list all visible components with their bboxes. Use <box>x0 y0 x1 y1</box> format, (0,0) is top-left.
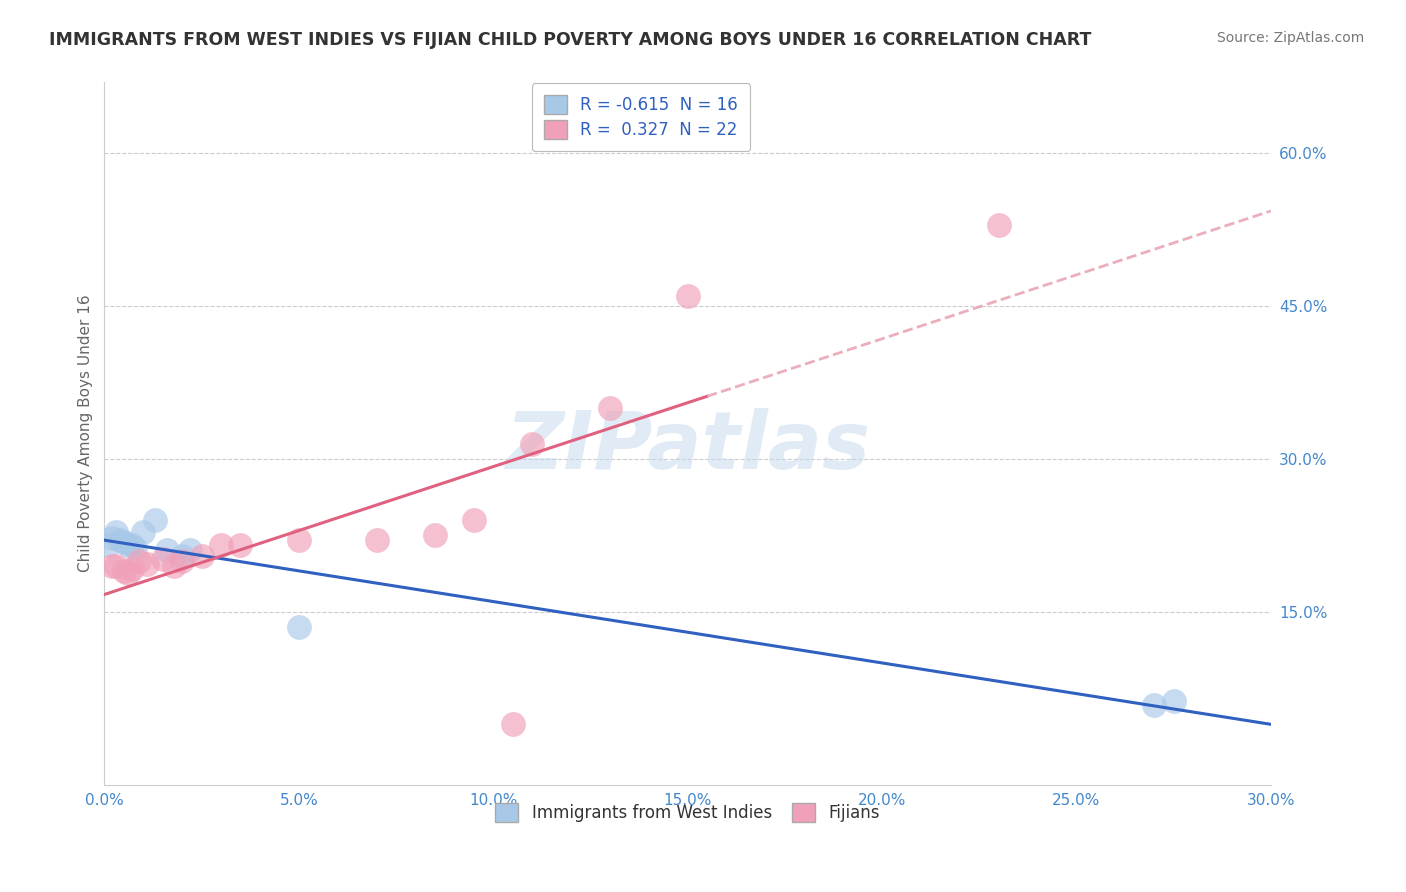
Point <box>288 533 311 548</box>
Point <box>172 549 194 563</box>
Point <box>101 531 124 545</box>
Point <box>676 289 699 303</box>
Point <box>101 558 124 573</box>
Point <box>121 538 143 552</box>
Point <box>152 551 174 566</box>
Point <box>136 557 159 571</box>
Text: Source: ZipAtlas.com: Source: ZipAtlas.com <box>1216 31 1364 45</box>
Text: ZIPatlas: ZIPatlas <box>505 409 870 486</box>
Point <box>190 549 212 563</box>
Point <box>1143 698 1166 713</box>
Point <box>117 566 139 580</box>
Point <box>288 620 311 634</box>
Point <box>366 533 388 548</box>
Point <box>143 513 166 527</box>
Text: IMMIGRANTS FROM WEST INDIES VS FIJIAN CHILD POVERTY AMONG BOYS UNDER 16 CORRELAT: IMMIGRANTS FROM WEST INDIES VS FIJIAN CH… <box>49 31 1091 49</box>
Point <box>423 528 446 542</box>
Point <box>209 538 232 552</box>
Point <box>124 541 146 556</box>
Point <box>163 558 186 573</box>
Point <box>229 538 252 552</box>
Point <box>112 564 135 578</box>
Point <box>105 525 128 540</box>
Point <box>97 538 120 552</box>
Point <box>112 535 135 549</box>
Legend: Immigrants from West Indies, Fijians: Immigrants from West Indies, Fijians <box>488 797 887 830</box>
Point <box>108 533 131 548</box>
Point <box>155 543 177 558</box>
Point <box>132 525 155 540</box>
Point <box>987 218 1010 232</box>
Point <box>179 543 201 558</box>
Point <box>599 401 621 415</box>
Y-axis label: Child Poverty Among Boys Under 16: Child Poverty Among Boys Under 16 <box>79 294 93 572</box>
Point <box>117 538 139 552</box>
Point <box>121 562 143 576</box>
Point <box>105 558 128 573</box>
Point <box>520 436 543 450</box>
Point <box>502 716 524 731</box>
Point <box>128 554 150 568</box>
Point <box>463 513 485 527</box>
Point <box>172 554 194 568</box>
Point <box>1163 694 1185 708</box>
